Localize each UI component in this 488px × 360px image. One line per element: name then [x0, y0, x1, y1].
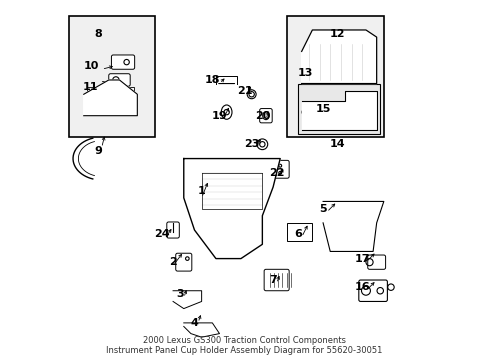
- Text: 3: 3: [176, 289, 183, 299]
- Bar: [298, 84, 380, 134]
- Text: 17: 17: [354, 253, 369, 264]
- Text: 7: 7: [269, 275, 276, 285]
- Text: 18: 18: [204, 75, 220, 85]
- Polygon shape: [301, 30, 376, 84]
- Ellipse shape: [333, 212, 347, 226]
- Text: 13: 13: [297, 68, 312, 78]
- Text: 20: 20: [254, 111, 269, 121]
- Text: 8: 8: [94, 28, 102, 39]
- FancyBboxPatch shape: [108, 74, 130, 86]
- Text: 21: 21: [236, 86, 252, 96]
- Text: 2: 2: [169, 257, 177, 267]
- Text: 16: 16: [354, 282, 369, 292]
- Polygon shape: [83, 80, 137, 116]
- Ellipse shape: [358, 219, 372, 234]
- Text: 19: 19: [211, 111, 227, 121]
- Ellipse shape: [311, 61, 320, 70]
- Bar: [287, 16, 383, 137]
- Text: 10: 10: [83, 61, 99, 71]
- Text: 2000 Lexus GS300 Traction Control Components
Instrument Panel Cup Holder Assembl: 2000 Lexus GS300 Traction Control Compon…: [106, 336, 382, 355]
- FancyBboxPatch shape: [166, 222, 179, 238]
- Text: 22: 22: [268, 168, 284, 178]
- FancyBboxPatch shape: [367, 255, 385, 269]
- FancyBboxPatch shape: [111, 55, 134, 69]
- FancyBboxPatch shape: [271, 160, 288, 178]
- Text: 23: 23: [244, 139, 259, 149]
- Text: 15: 15: [315, 104, 330, 113]
- Bar: [287, 223, 312, 241]
- Text: 5: 5: [319, 203, 326, 213]
- FancyBboxPatch shape: [264, 269, 288, 291]
- Polygon shape: [183, 323, 219, 337]
- Text: 9: 9: [94, 147, 102, 157]
- Text: 11: 11: [83, 82, 99, 92]
- FancyBboxPatch shape: [259, 109, 272, 123]
- Bar: [87, 87, 134, 112]
- Text: 14: 14: [329, 139, 345, 149]
- FancyBboxPatch shape: [175, 253, 191, 271]
- Polygon shape: [183, 158, 280, 258]
- Text: 1: 1: [197, 186, 205, 196]
- Text: 6: 6: [294, 229, 302, 239]
- FancyBboxPatch shape: [358, 280, 386, 301]
- Text: 12: 12: [329, 28, 345, 39]
- Polygon shape: [173, 291, 201, 309]
- Bar: [69, 16, 155, 137]
- Ellipse shape: [354, 109, 369, 123]
- Text: 4: 4: [190, 318, 198, 328]
- Text: 24: 24: [154, 229, 170, 239]
- Polygon shape: [323, 202, 383, 251]
- Ellipse shape: [323, 109, 337, 123]
- Polygon shape: [301, 91, 376, 130]
